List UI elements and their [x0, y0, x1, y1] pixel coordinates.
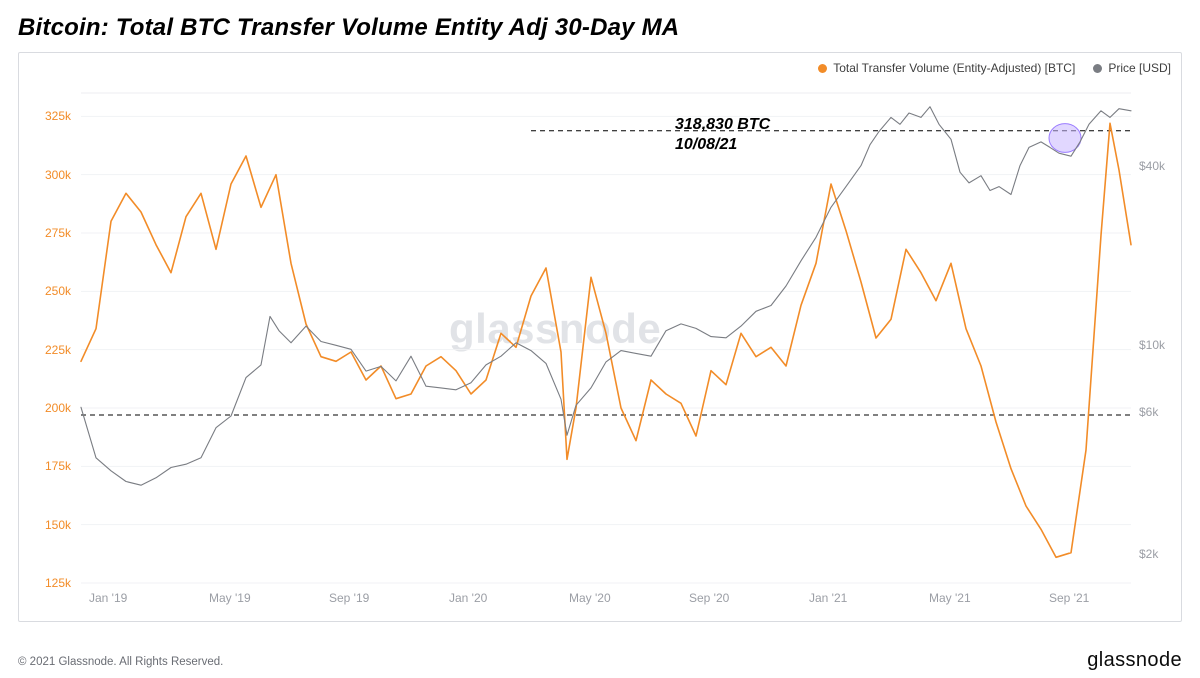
y-right-tick-label: $2k [1139, 547, 1158, 561]
copyright: © 2021 Glassnode. All Rights Reserved. [18, 656, 223, 668]
x-tick-label: Jan '20 [449, 591, 487, 605]
y-left-tick-label: 150k [45, 518, 71, 532]
chart-plot-frame: Total Transfer Volume (Entity-Adjusted) … [18, 52, 1182, 622]
brand-logo: glassnode [1087, 649, 1182, 672]
chart-title: Bitcoin: Total BTC Transfer Volume Entit… [18, 14, 1182, 42]
x-tick-label: Jan '21 [809, 591, 847, 605]
x-tick-label: Sep '20 [689, 591, 729, 605]
y-right-tick-label: $10k [1139, 338, 1165, 352]
x-tick-label: May '19 [209, 591, 251, 605]
y-left-tick-label: 200k [45, 401, 71, 415]
y-left-tick-label: 250k [45, 284, 71, 298]
y-left-tick-label: 300k [45, 168, 71, 182]
chart-container: Bitcoin: Total BTC Transfer Volume Entit… [0, 0, 1200, 678]
x-tick-label: Sep '21 [1049, 591, 1089, 605]
x-tick-label: Jan '19 [89, 591, 127, 605]
y-left-tick-label: 325k [45, 109, 71, 123]
y-left-tick-label: 275k [45, 226, 71, 240]
x-tick-label: May '21 [929, 591, 971, 605]
x-tick-label: Sep '19 [329, 591, 369, 605]
y-right-tick-label: $6k [1139, 405, 1158, 419]
y-right-tick-label: $40k [1139, 159, 1165, 173]
chart-svg [19, 53, 1182, 622]
y-left-tick-label: 125k [45, 576, 71, 590]
x-tick-label: May '20 [569, 591, 611, 605]
y-left-tick-label: 175k [45, 459, 71, 473]
y-left-tick-label: 225k [45, 343, 71, 357]
